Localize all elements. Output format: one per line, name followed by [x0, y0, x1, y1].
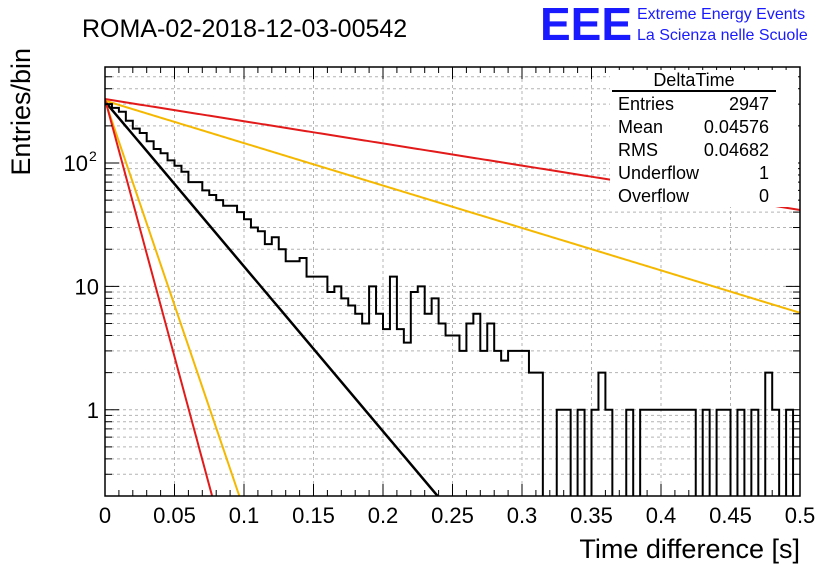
stats-value-mean: 0.04576	[704, 117, 769, 137]
stats-value-entries: 2947	[729, 94, 769, 114]
x-tick-label: 0	[99, 503, 111, 528]
y-tick-label: 10	[64, 151, 88, 176]
fit-curve-4	[105, 98, 214, 496]
fit-curve-2	[105, 99, 800, 314]
stats-value-rms: 0.04682	[704, 140, 769, 160]
fit-curve-3	[105, 100, 241, 496]
x-axis-ticks: 0 0.05 0.1 0.15 0.2 0.25 0.3 0.35 0.4 0.45 0.5	[99, 67, 815, 528]
y-axis-label: Entries/bin	[6, 48, 36, 176]
run-title: ROMA-02-2018-12-03-00542	[82, 15, 407, 43]
stats-value-overflow: 0	[759, 186, 769, 206]
logo-line-1: Extreme Energy Events	[637, 6, 805, 23]
y-tick-label: 10	[75, 274, 99, 299]
stats-label-underflow: Underflow	[618, 163, 700, 183]
x-tick-label: 0.15	[292, 503, 335, 528]
histogram-series	[105, 103, 795, 496]
x-tick-label: 0.3	[507, 503, 538, 528]
y-tick-exponent: 2	[89, 148, 97, 164]
x-tick-label: 0.05	[153, 503, 196, 528]
x-tick-label: 0.2	[368, 503, 399, 528]
stats-value-underflow: 1	[759, 163, 769, 183]
x-tick-label: 0.1	[229, 503, 260, 528]
stats-title: DeltaTime	[653, 70, 734, 90]
fit-curve-0	[105, 100, 440, 496]
x-tick-label: 0.5	[785, 503, 816, 528]
stats-label-mean: Mean	[618, 117, 663, 137]
stats-box: DeltaTime Entries 2947 Mean 0.04576 RMS 0.046…	[610, 70, 798, 207]
x-tick-label: 0.25	[431, 503, 474, 528]
stats-label-rms: RMS	[618, 140, 658, 160]
x-tick-label: 0.4	[646, 503, 677, 528]
x-axis-label: Time difference [s]	[579, 534, 800, 564]
grid-lines	[105, 67, 800, 496]
y-tick-label: 1	[87, 398, 99, 423]
x-tick-label: 0.45	[709, 503, 752, 528]
stats-label-overflow: Overflow	[618, 186, 690, 206]
stats-label-entries: Entries	[618, 94, 674, 114]
x-tick-label: 0.35	[570, 503, 613, 528]
logo-line-2: La Scienza nelle Scuole	[637, 27, 808, 44]
eee-logo: EEE	[540, 0, 632, 50]
